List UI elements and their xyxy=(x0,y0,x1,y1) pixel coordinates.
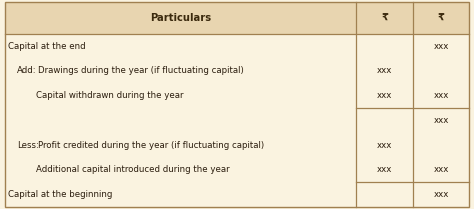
Text: Profit credited during the year (if fluctuating capital): Profit credited during the year (if fluc… xyxy=(38,141,264,150)
Text: xxx: xxx xyxy=(433,165,449,174)
Bar xyxy=(5,34,469,207)
Text: xxx: xxx xyxy=(377,91,392,100)
Bar xyxy=(5,2,469,34)
Text: xxx: xxx xyxy=(377,141,392,150)
Text: Drawings during the year (if fluctuating capital): Drawings during the year (if fluctuating… xyxy=(38,66,244,75)
Text: ₹: ₹ xyxy=(438,13,445,23)
Text: Particulars: Particulars xyxy=(150,13,211,23)
Text: xxx: xxx xyxy=(433,42,449,51)
Text: ₹: ₹ xyxy=(381,13,388,23)
Text: xxx: xxx xyxy=(377,66,392,75)
Text: Add:: Add: xyxy=(17,66,36,75)
Text: Capital at the end: Capital at the end xyxy=(9,42,86,51)
Text: Capital at the beginning: Capital at the beginning xyxy=(9,190,113,199)
Text: xxx: xxx xyxy=(433,116,449,125)
Text: xxx: xxx xyxy=(377,165,392,174)
Text: Additional capital introduced during the year: Additional capital introduced during the… xyxy=(36,165,230,174)
Text: Capital withdrawn during the year: Capital withdrawn during the year xyxy=(36,91,184,100)
Text: xxx: xxx xyxy=(433,91,449,100)
Text: Less:: Less: xyxy=(17,141,39,150)
Text: xxx: xxx xyxy=(433,190,449,199)
